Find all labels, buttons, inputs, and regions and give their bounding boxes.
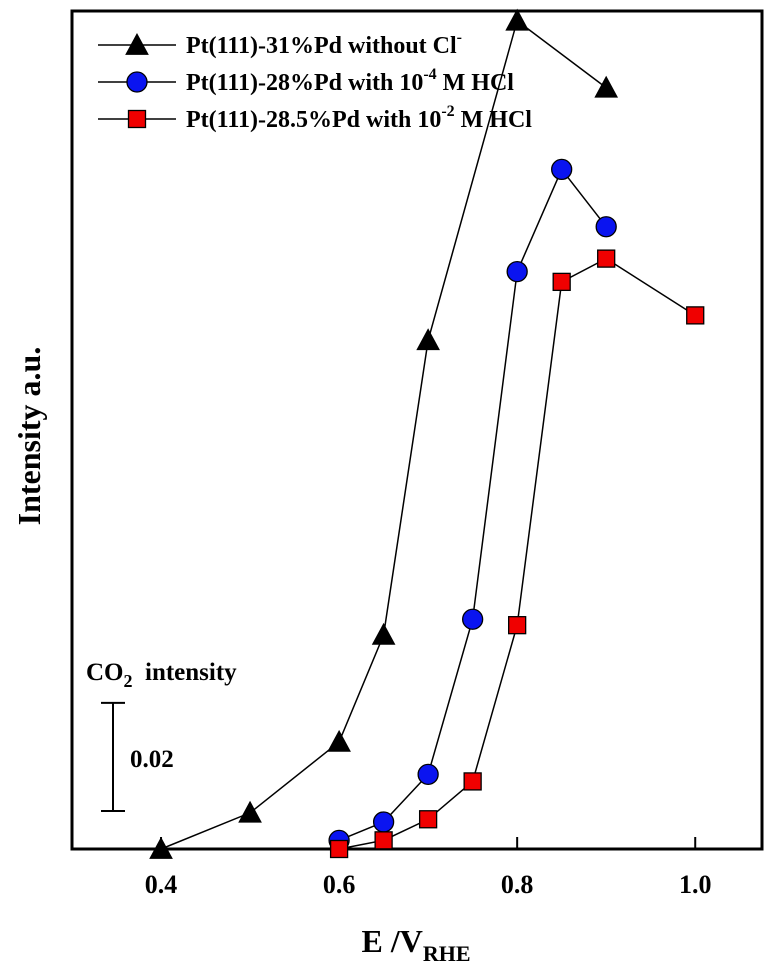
legend-item-1-marker — [126, 71, 148, 93]
series-0-point-2 — [327, 729, 351, 752]
legend-item-1: Pt(111)-28%Pd with 10-4 M HCl — [98, 66, 514, 96]
x-tick-label-0-6: 0.6 — [323, 870, 356, 899]
scale-bar-label: 0.02 — [130, 746, 174, 773]
annotation-label-tail: intensity — [133, 659, 238, 686]
plot-frame — [70, 9, 764, 851]
y-axis-title: Intensity a.u. — [11, 347, 47, 526]
series-2-point-3 — [463, 772, 482, 791]
series-1-point-6 — [595, 216, 617, 238]
x-tick-label-0-8: 0.8 — [501, 870, 534, 899]
series-0-point-4 — [416, 328, 440, 351]
x-axis-title-main: E /V — [361, 923, 422, 959]
series-2-point-1 — [374, 831, 393, 850]
series-0-point-3 — [371, 622, 396, 645]
legend: Pt(111)-31%Pd without Cl- Pt(111)-28%Pd w… — [98, 29, 532, 133]
legend-item-2-label: Pt(111)-28.5%Pd with 10-2 M HCl — [186, 103, 532, 133]
series-1-point-5 — [551, 158, 573, 181]
annotation-label-main: CO — [86, 659, 124, 686]
annotation-label: CO2 intensity — [86, 659, 237, 691]
series-2-point-7 — [686, 306, 705, 325]
x-axis-title: E /VRHE — [361, 923, 470, 966]
legend-item-2: Pt(111)-28.5%Pd with 10-2 M HCl — [98, 103, 532, 133]
series-0-point-0 — [149, 836, 173, 859]
series-1-point-4 — [506, 260, 528, 283]
legend-item-1-label: Pt(111)-28%Pd with 10-4 M HCl — [186, 66, 514, 96]
series-2-line — [338, 257, 696, 850]
series-2-point-5 — [552, 272, 571, 292]
series-1-point-3 — [461, 608, 484, 630]
x-tick-label-0-4: 0.4 — [145, 870, 178, 899]
series-2-point-0 — [329, 839, 349, 859]
legend-item-0-marker — [125, 32, 149, 55]
x-tick-label-1-0: 1.0 — [679, 870, 712, 899]
series-markers — [149, 8, 705, 859]
legend-item-0: Pt(111)-31%Pd without Cl- — [98, 29, 462, 59]
x-axis-ticks: 0.4 0.6 0.8 1.0 — [145, 837, 712, 899]
series-lines — [160, 19, 696, 850]
series-1-point-2 — [417, 763, 439, 786]
legend-item-2-marker — [127, 109, 147, 129]
series-0-point-6 — [594, 75, 619, 98]
series-0-line — [160, 19, 607, 850]
scale-bar — [101, 701, 125, 812]
legend-item-0-label: Pt(111)-31%Pd without Cl- — [186, 29, 462, 59]
annotation-label-sub: 2 — [124, 671, 133, 691]
series-2-point-4 — [508, 616, 527, 635]
series-0-point-5 — [505, 8, 529, 31]
series-0-point-1 — [238, 800, 262, 823]
series-2-point-6 — [597, 249, 616, 268]
x-axis-title-sub: RHE — [423, 941, 471, 966]
series-2-point-2 — [418, 810, 438, 829]
series-1-point-1 — [372, 811, 395, 833]
series-1-line — [338, 167, 607, 842]
